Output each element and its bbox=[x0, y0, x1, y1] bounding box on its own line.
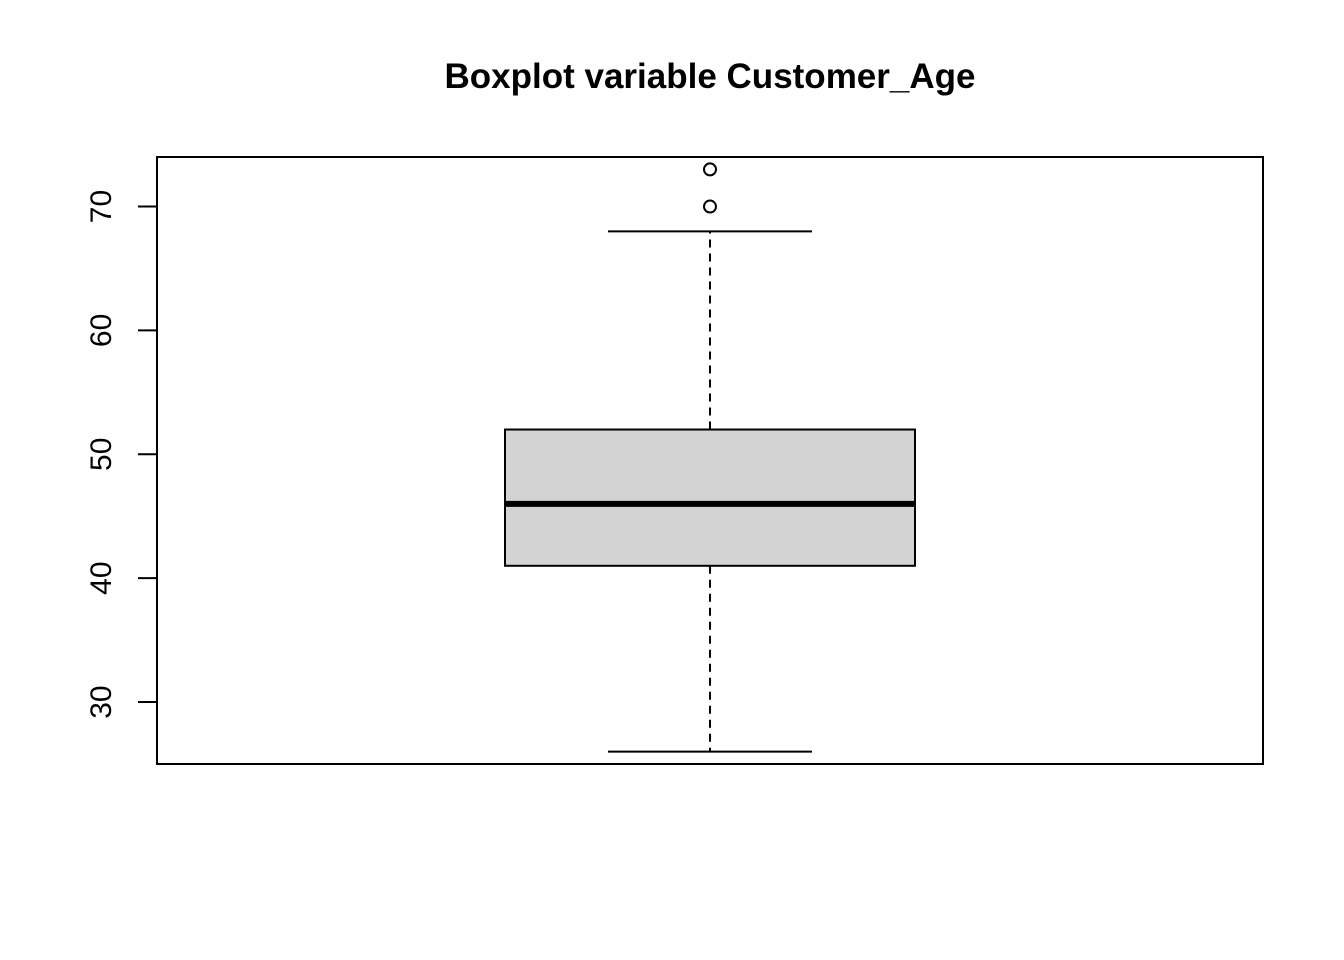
y-tick-label: 70 bbox=[85, 190, 118, 223]
chart-title: Boxplot variable Customer_Age bbox=[444, 57, 976, 96]
y-tick-label: 30 bbox=[85, 685, 118, 718]
y-tick-label: 40 bbox=[85, 561, 118, 594]
y-tick-label: 50 bbox=[85, 438, 118, 471]
y-tick-label: 60 bbox=[85, 314, 118, 347]
outlier-point bbox=[703, 199, 717, 214]
outlier-point bbox=[703, 162, 717, 177]
y-axis: 30 40 50 60 70 bbox=[85, 190, 158, 719]
box-group bbox=[504, 162, 916, 753]
iqr-box bbox=[504, 428, 916, 567]
